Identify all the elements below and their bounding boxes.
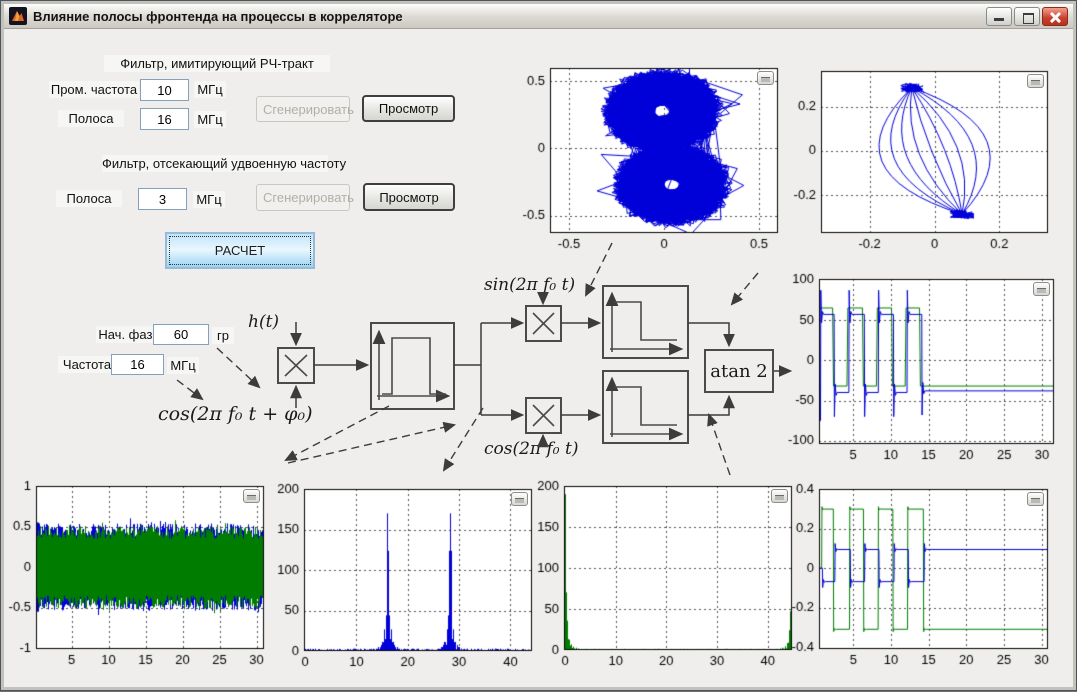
if-frequency-label: Пром. частота (49, 81, 139, 98)
plot-expand-icon (761, 77, 770, 82)
plot-canvas (516, 60, 788, 257)
matlab-icon (9, 7, 27, 25)
plot-iq-arcs (787, 63, 1058, 257)
if-frequency-input[interactable] (140, 79, 189, 101)
plot-expand-icon (1037, 288, 1046, 293)
plot-if-spectrum (270, 481, 542, 675)
calculate-button[interactable]: РАСЧЕТ (165, 232, 315, 269)
rf-bandwidth-input[interactable] (140, 108, 189, 130)
minimize-icon (994, 17, 1004, 21)
double-filter-title: Фильтр, отсекающий удвоенную частоту (102, 155, 347, 172)
plot-expand-button[interactable] (1027, 74, 1044, 88)
maximize-button[interactable] (1014, 6, 1040, 26)
close-icon (1055, 11, 1067, 23)
minimize-button[interactable] (986, 6, 1012, 26)
plot-expand-icon (775, 495, 784, 500)
initial-phase-unit: гр (212, 327, 234, 344)
cos-reference-label: cos(2π f₀ t) (484, 439, 579, 459)
plot-expand-icon (1031, 80, 1040, 85)
window-title: Влияние полосы фронтенда на процессы в к… (33, 8, 403, 24)
initial-phase-input[interactable] (153, 324, 209, 345)
plot-expand-button[interactable] (1027, 492, 1044, 506)
frequency-unit: МГц (167, 357, 199, 374)
title-bar[interactable]: Влияние полосы фронтенда на процессы в к… (4, 4, 1073, 29)
double-bandwidth-input[interactable] (138, 188, 187, 210)
rf-view-button[interactable]: Просмотр (362, 95, 455, 122)
plot-expand-button[interactable] (243, 489, 260, 503)
maximize-icon (1023, 12, 1034, 24)
atan2-label: atan 2 (710, 360, 768, 382)
impulse-response-label: h(t) (248, 312, 280, 332)
plot-expand-icon (247, 495, 256, 500)
plot-canvas (785, 481, 1058, 673)
frequency-label: Частота (58, 356, 116, 373)
frequency-input[interactable] (111, 354, 164, 375)
plot-expand-button[interactable] (1033, 282, 1050, 296)
rf-bandwidth-label: Полоса (58, 110, 124, 127)
double-generate-button[interactable]: Сгенерировать (256, 184, 354, 211)
rf-filter-title: Фильтр, имитирующий РЧ-тракт (104, 55, 330, 72)
double-bandwidth-label: Полоса (56, 190, 122, 207)
initial-phase-label: Нач. фаза (96, 326, 162, 343)
plot-expand-icon (515, 498, 524, 503)
plot-canvas (530, 478, 802, 674)
plot-expand-icon (1031, 498, 1040, 503)
atan2-block: atan 2 (704, 349, 774, 393)
carrier-formula-label: cos(2π f₀ t + φ₀) (158, 403, 313, 425)
double-view-button[interactable]: Просмотр (363, 183, 455, 211)
rf-bandwidth-unit: МГц (194, 111, 226, 128)
plot-input-signal (2, 478, 274, 673)
plot-phase-vs-time (785, 271, 1064, 468)
sin-reference-label: sin(2π f₀ t) (484, 275, 576, 295)
if-frequency-unit: МГц (194, 81, 226, 98)
close-button[interactable] (1042, 6, 1068, 26)
rf-generate-button[interactable]: Сгенерировать (256, 96, 354, 122)
double-bandwidth-unit: МГц (193, 191, 225, 208)
plot-canvas (787, 63, 1058, 257)
plot-output-components (785, 481, 1058, 673)
plot-canvas (2, 478, 274, 673)
plot-expand-button[interactable] (757, 71, 774, 85)
plot-canvas (270, 481, 542, 675)
plot-baseband-spectrum (530, 478, 802, 674)
plot-canvas (785, 271, 1064, 468)
plot-iq-figure8 (516, 60, 788, 257)
plot-expand-button[interactable] (511, 492, 528, 506)
